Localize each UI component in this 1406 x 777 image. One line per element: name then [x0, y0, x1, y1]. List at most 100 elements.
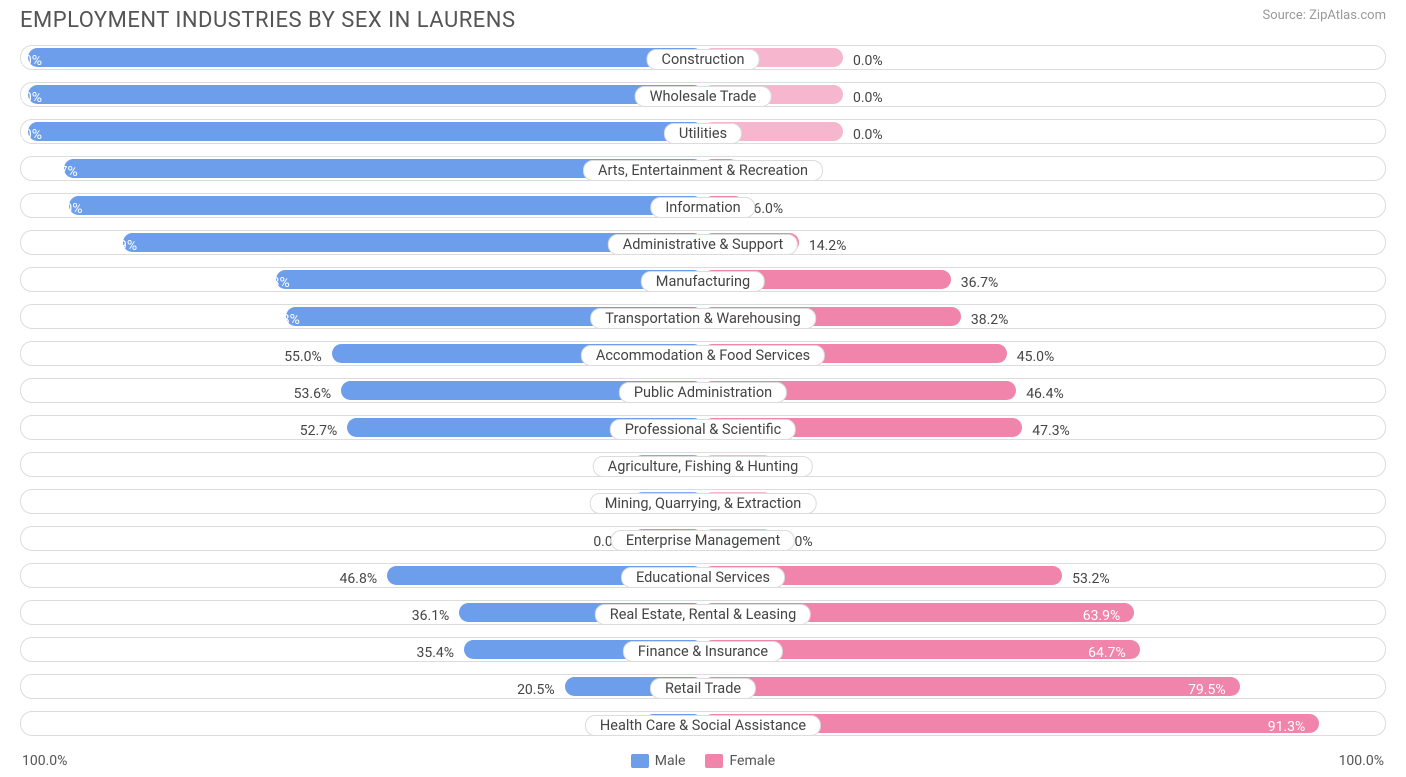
row-track: Transportation & Warehousing 61.8% 38.2%	[20, 304, 1386, 329]
row-track: Enterprise Management0.0%0.0%	[20, 526, 1386, 551]
row-track: Public Administration 53.6% 46.4%	[20, 378, 1386, 403]
row-category-label: Health Care & Social Assistance	[585, 715, 821, 736]
pct-label-female: 45.0%	[1017, 349, 1055, 365]
row-track: Professional & Scientific52.7%47.3%	[20, 415, 1386, 440]
row-track: Construction100.0%0.0%	[20, 45, 1386, 70]
bar-male	[276, 270, 703, 289]
pct-label-female: 63.9%	[1083, 608, 1121, 624]
pct-label-male: 94.0%	[45, 201, 83, 217]
row-category-label: Mining, Quarrying, & Extraction	[590, 493, 817, 514]
bar-male	[28, 48, 703, 67]
chart-header: EMPLOYMENT INDUSTRIES BY SEX IN LAURENS …	[0, 0, 1406, 37]
chart-row: Mining, Quarrying, & Extraction0.0%0.0%	[12, 485, 1394, 518]
legend-swatch-female	[705, 754, 723, 768]
row-category-label: Finance & Insurance	[623, 641, 783, 662]
pct-label-male: 63.3%	[252, 275, 290, 291]
pct-label-male: 100.0%	[0, 127, 42, 143]
chart-row: Administrative & Support85.9%14.2%	[12, 226, 1394, 259]
row-track: Administrative & Support85.9%14.2%	[20, 230, 1386, 255]
chart-row: Health Care & Social Assistance8.7%91.3%	[12, 707, 1394, 740]
pct-label-female: 79.5%	[1188, 682, 1226, 698]
chart-footer: 100.0% Male Female 100.0%	[0, 753, 1406, 769]
legend-label-male: Male	[655, 753, 686, 769]
pct-label-male: 100.0%	[0, 90, 42, 106]
pct-label-male: 94.7%	[40, 164, 78, 180]
row-category-label: Arts, Entertainment & Recreation	[583, 160, 823, 181]
chart-row: Wholesale Trade100.0%0.0%	[12, 78, 1394, 111]
row-category-label: Retail Trade	[650, 678, 756, 699]
legend-item-female: Female	[705, 753, 775, 769]
legend-swatch-male	[631, 754, 649, 768]
legend: Male Female	[631, 753, 775, 769]
legend-label-female: Female	[729, 753, 775, 769]
legend-item-male: Male	[631, 753, 686, 769]
chart-row: Transportation & Warehousing 61.8% 38.2%	[12, 300, 1394, 333]
pct-label-male: 20.5%	[517, 682, 555, 698]
pct-label-male: 85.9%	[100, 238, 138, 254]
row-track: Utilities100.0%0.0%	[20, 119, 1386, 144]
row-track: Arts, Entertainment & Recreation94.7%5.3…	[20, 156, 1386, 181]
chart-row: Educational Services 46.8% 53.2%	[12, 559, 1394, 592]
pct-label-male: 36.1%	[412, 608, 450, 624]
row-track: Retail Trade 20.5% 79.5%	[20, 674, 1386, 699]
bar-male	[69, 196, 704, 215]
pct-label-female: 36.7%	[961, 275, 999, 291]
row-track: Agriculture, Fishing & Hunting0.0%0.0%	[20, 452, 1386, 477]
pct-label-female: 6.0%	[754, 201, 784, 217]
chart-row: Utilities100.0%0.0%	[12, 115, 1394, 148]
row-category-label: Construction	[647, 49, 760, 70]
pct-label-female: 64.7%	[1088, 645, 1126, 661]
chart-row: Accommodation & Food Services 55.0% 45.0%	[12, 337, 1394, 370]
chart-row: Construction100.0%0.0%	[12, 41, 1394, 74]
row-track: Finance & Insurance 35.4% 64.7%	[20, 637, 1386, 662]
row-category-label: Manufacturing	[641, 271, 765, 292]
row-category-label: Educational Services	[621, 567, 785, 588]
pct-label-female: 0.0%	[853, 53, 883, 69]
row-track: Health Care & Social Assistance8.7%91.3%	[20, 711, 1386, 736]
row-category-label: Professional & Scientific	[610, 419, 796, 440]
pct-label-female: 46.4%	[1026, 386, 1064, 402]
chart-row: Public Administration 53.6% 46.4%	[12, 374, 1394, 407]
row-category-label: Transportation & Warehousing	[590, 308, 816, 329]
chart-source: Source: ZipAtlas.com	[1262, 8, 1386, 23]
chart-title: EMPLOYMENT INDUSTRIES BY SEX IN LAURENS	[20, 8, 516, 33]
chart-row: Arts, Entertainment & Recreation94.7%5.3…	[12, 152, 1394, 185]
pct-label-male: 53.6%	[294, 386, 332, 402]
chart-row: Enterprise Management0.0%0.0%	[12, 522, 1394, 555]
bar-male	[28, 122, 703, 141]
pct-label-male: 35.4%	[417, 645, 455, 661]
row-track: Manufacturing 63.3% 36.7%	[20, 267, 1386, 292]
row-category-label: Utilities	[664, 123, 742, 144]
pct-label-male: 55.0%	[284, 349, 322, 365]
row-category-label: Enterprise Management	[611, 530, 795, 551]
row-track: Accommodation & Food Services 55.0% 45.0%	[20, 341, 1386, 366]
pct-label-female: 0.0%	[853, 127, 883, 143]
row-category-label: Agriculture, Fishing & Hunting	[593, 456, 813, 477]
pct-label-female: 53.2%	[1072, 571, 1110, 587]
bar-male	[28, 85, 703, 104]
pct-label-male: 61.8%	[262, 312, 300, 328]
row-track: Wholesale Trade100.0%0.0%	[20, 82, 1386, 107]
row-category-label: Accommodation & Food Services	[581, 345, 825, 366]
pct-label-female: 91.3%	[1268, 719, 1306, 735]
chart-area: Construction100.0%0.0%Wholesale Trade100…	[0, 37, 1406, 740]
axis-right-label: 100.0%	[1339, 753, 1384, 769]
chart-row: Information94.0%6.0%	[12, 189, 1394, 222]
chart-row: Real Estate, Rental & Leasing 36.1% 63.9%	[12, 596, 1394, 629]
pct-label-male: 100.0%	[0, 53, 42, 69]
chart-row: Retail Trade 20.5% 79.5%	[12, 670, 1394, 703]
chart-row: Manufacturing 63.3% 36.7%	[12, 263, 1394, 296]
row-track: Real Estate, Rental & Leasing 36.1% 63.9%	[20, 600, 1386, 625]
pct-label-female: 47.3%	[1032, 423, 1070, 439]
chart-row: Finance & Insurance 35.4% 64.7%	[12, 633, 1394, 666]
row-category-label: Public Administration	[619, 382, 787, 403]
pct-label-male: 46.8%	[340, 571, 378, 587]
pct-label-female: 38.2%	[971, 312, 1009, 328]
bar-female	[703, 677, 1240, 696]
axis-left-label: 100.0%	[22, 753, 67, 769]
row-category-label: Wholesale Trade	[635, 86, 772, 107]
row-category-label: Real Estate, Rental & Leasing	[595, 604, 811, 625]
row-category-label: Administrative & Support	[608, 234, 798, 255]
pct-label-female: 0.0%	[853, 90, 883, 106]
row-track: Mining, Quarrying, & Extraction0.0%0.0%	[20, 489, 1386, 514]
